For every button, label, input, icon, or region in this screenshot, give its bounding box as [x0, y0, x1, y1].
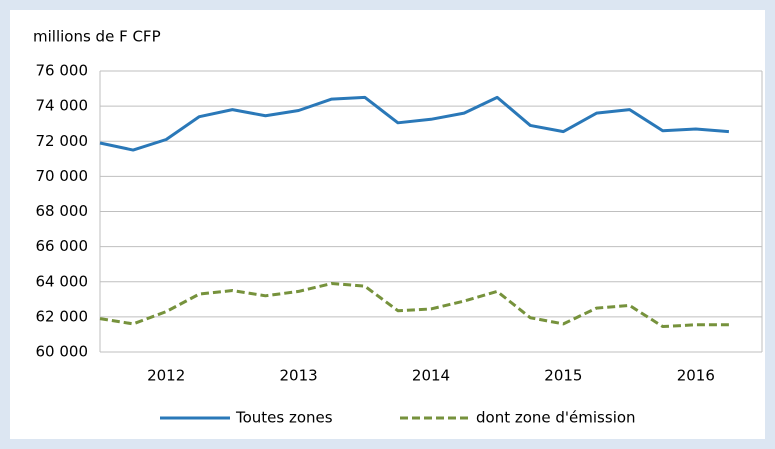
y-tick-label: 66 000: [36, 237, 89, 255]
y-tick-label: 72 000: [36, 132, 89, 150]
y-tick-label: 74 000: [36, 97, 89, 115]
panel: [10, 10, 765, 439]
y-axis-label: millions de F CFP: [33, 28, 161, 46]
x-tick-label: 2016: [677, 367, 715, 385]
x-tick-label: 2013: [280, 367, 318, 385]
y-tick-label: 70 000: [36, 167, 89, 185]
legend-label: dont zone d'émission: [476, 409, 636, 427]
series-line: [99, 95, 730, 152]
x-tick-label: 2014: [412, 367, 450, 385]
y-tick-label: 60 000: [36, 343, 89, 361]
legend-label: Toutes zones: [235, 409, 333, 427]
y-tick-label: 68 000: [36, 202, 89, 220]
series-line: [99, 282, 729, 329]
y-tick-label: 76 000: [36, 62, 89, 80]
x-tick-label: 2015: [544, 367, 582, 385]
y-tick-label: 62 000: [36, 307, 89, 325]
x-tick-label: 2012: [147, 367, 185, 385]
y-tick-label: 64 000: [36, 272, 89, 290]
